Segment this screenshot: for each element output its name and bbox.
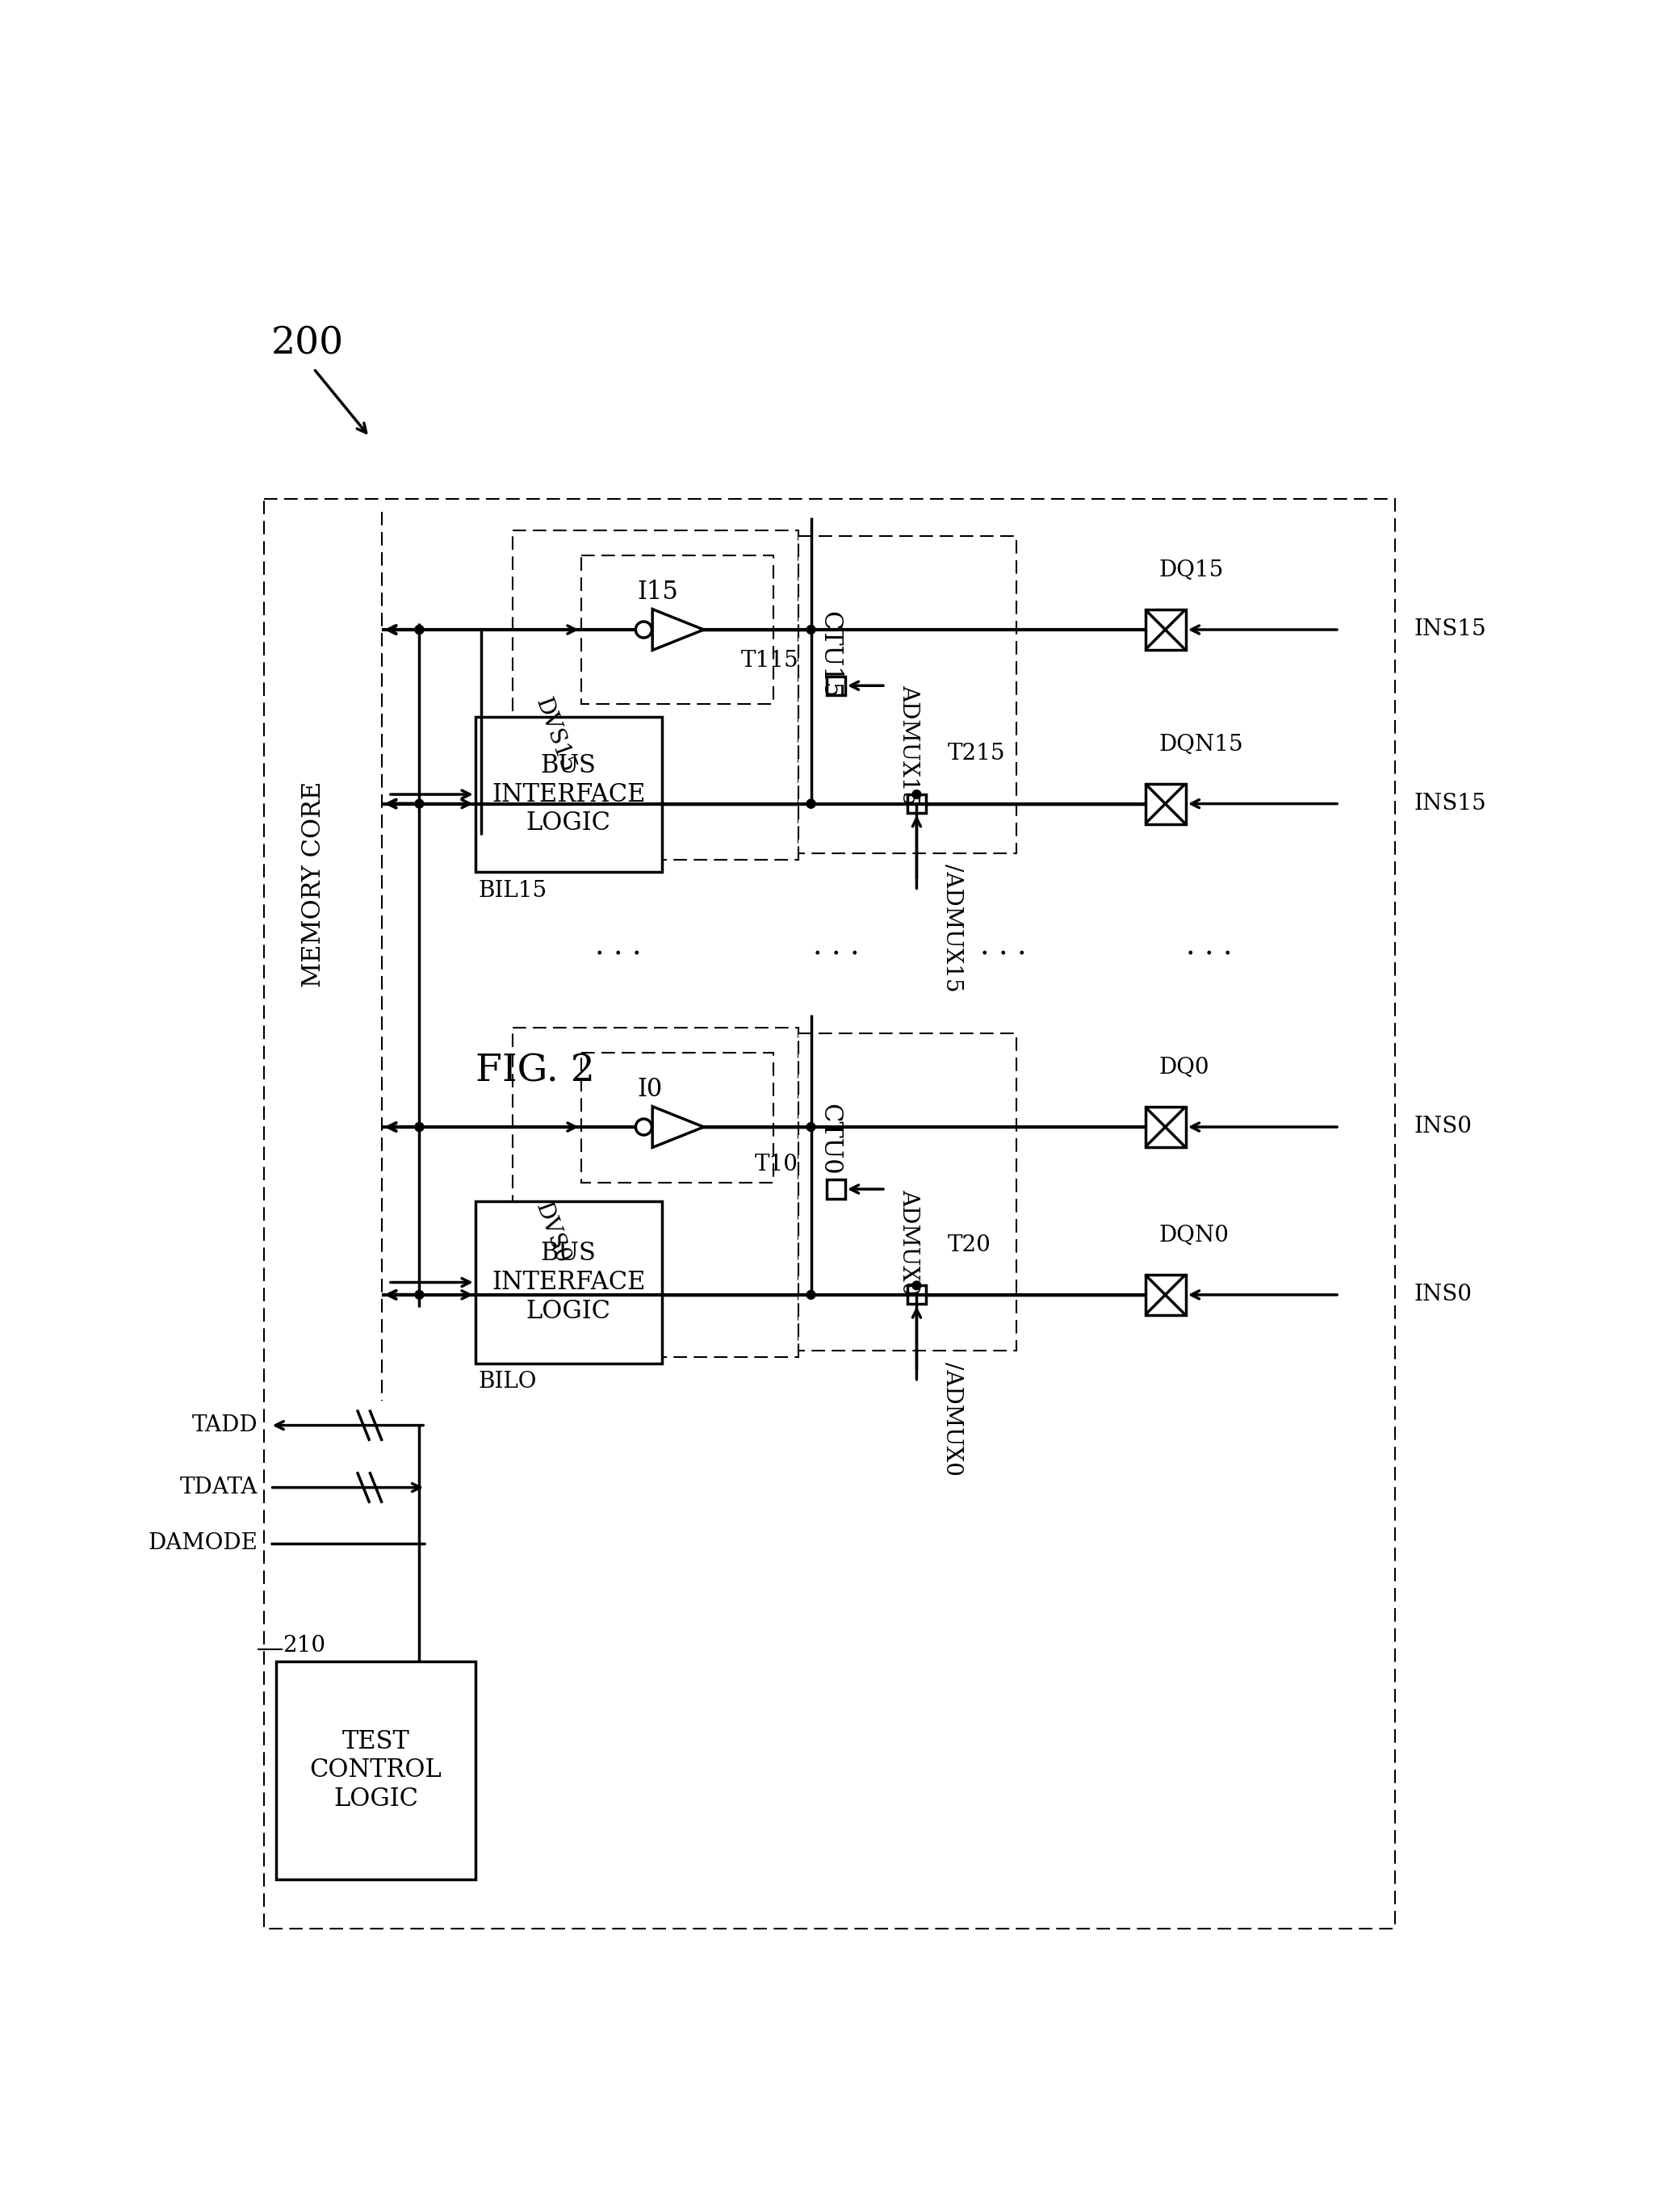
Text: BIL15: BIL15	[479, 881, 548, 903]
Circle shape	[635, 622, 652, 638]
Text: T20: T20	[948, 1234, 991, 1255]
Polygon shape	[652, 1106, 704, 1148]
Text: T115: T115	[741, 651, 798, 673]
Circle shape	[635, 1120, 652, 1135]
Text: I0: I0	[637, 1078, 662, 1102]
Text: T10: T10	[754, 1152, 798, 1174]
Text: TADD: TADD	[192, 1415, 257, 1437]
Bar	[1146, 1106, 1186, 1148]
Text: MEMORY CORE: MEMORY CORE	[301, 782, 326, 988]
Bar	[827, 1179, 845, 1198]
Text: . . .: . . .	[813, 933, 858, 960]
Circle shape	[415, 1122, 423, 1131]
Text: I15: I15	[637, 581, 679, 605]
Circle shape	[415, 624, 423, 633]
Text: BUS
INTERFACE
LOGIC: BUS INTERFACE LOGIC	[492, 754, 645, 835]
Bar	[1146, 609, 1186, 651]
Bar	[1146, 784, 1186, 824]
Circle shape	[806, 624, 815, 633]
Bar	[581, 554, 774, 703]
Text: DVS0: DVS0	[531, 1198, 573, 1266]
Circle shape	[806, 800, 815, 808]
Circle shape	[806, 1290, 815, 1299]
Bar	[798, 1034, 1016, 1350]
Text: . . .: . . .	[595, 933, 642, 960]
Bar	[512, 1028, 798, 1356]
Text: FIG. 2: FIG. 2	[475, 1052, 595, 1089]
Bar	[798, 537, 1016, 854]
Bar	[827, 677, 845, 695]
Text: BILO: BILO	[479, 1372, 538, 1393]
Text: CTU0: CTU0	[816, 1104, 842, 1174]
Text: DVS15: DVS15	[531, 695, 578, 776]
Text: /ADMUX15: /ADMUX15	[941, 863, 963, 993]
Text: TEST
CONTROL
LOGIC: TEST CONTROL LOGIC	[309, 1729, 442, 1812]
Polygon shape	[652, 609, 704, 651]
Text: INS15: INS15	[1415, 793, 1487, 815]
Text: INS0: INS0	[1415, 1284, 1472, 1306]
Bar	[475, 1201, 662, 1363]
Text: DQN0: DQN0	[1159, 1225, 1230, 1247]
Text: DQ15: DQ15	[1159, 559, 1223, 581]
Circle shape	[415, 624, 423, 633]
Bar	[907, 1286, 926, 1304]
Text: INS15: INS15	[1415, 618, 1487, 640]
Bar	[512, 530, 798, 859]
Circle shape	[415, 1122, 423, 1131]
Bar	[1146, 1275, 1186, 1315]
Circle shape	[912, 1282, 921, 1290]
Text: DQN15: DQN15	[1159, 734, 1243, 756]
Text: ADMUX15: ADMUX15	[899, 684, 919, 804]
Bar	[264, 500, 1396, 1928]
Circle shape	[415, 800, 423, 808]
Circle shape	[415, 1290, 423, 1299]
Text: . . .: . . .	[981, 933, 1026, 960]
Text: INS0: INS0	[1415, 1115, 1472, 1137]
Circle shape	[806, 1122, 815, 1131]
Circle shape	[806, 800, 815, 808]
Text: ADMUX0: ADMUX0	[899, 1190, 919, 1295]
Text: /ADMUX0: /ADMUX0	[941, 1363, 963, 1477]
Text: CTU15: CTU15	[816, 611, 842, 699]
Text: . . .: . . .	[1186, 933, 1231, 960]
Text: BUS
INTERFACE
LOGIC: BUS INTERFACE LOGIC	[492, 1240, 645, 1323]
Text: 210: 210	[282, 1634, 326, 1656]
Bar	[475, 716, 662, 872]
Bar	[907, 795, 926, 813]
Text: TDATA: TDATA	[180, 1477, 257, 1499]
Text: 200: 200	[270, 326, 344, 362]
Circle shape	[912, 791, 921, 800]
Bar	[277, 1661, 475, 1880]
Text: DQ0: DQ0	[1159, 1056, 1210, 1078]
Text: T215: T215	[948, 743, 1005, 765]
Bar	[581, 1052, 774, 1183]
Text: DAMODE: DAMODE	[148, 1532, 257, 1553]
